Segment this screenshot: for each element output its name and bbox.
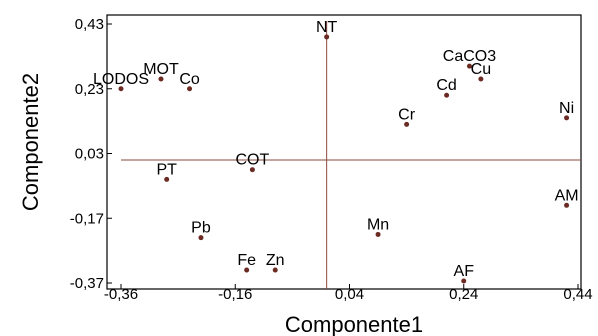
point-label: Ni xyxy=(559,100,574,117)
point-label: Mn xyxy=(367,216,389,233)
data-point: Cu xyxy=(471,61,491,82)
y-tick-label: 0,03 xyxy=(75,146,104,163)
data-point: AF xyxy=(454,263,475,284)
data-point: Co xyxy=(179,71,200,92)
point-label: CaCO3 xyxy=(443,48,496,65)
point-label: Fe xyxy=(237,252,256,269)
y-axis-title: Componente2 xyxy=(18,73,43,211)
point-marker xyxy=(118,86,124,92)
x-tick-label: -0,36 xyxy=(104,286,138,303)
point-label: PT xyxy=(156,161,177,178)
point-marker xyxy=(187,86,193,92)
point-label: AF xyxy=(454,263,475,280)
data-point: Cr xyxy=(398,106,416,127)
point-marker xyxy=(466,63,472,69)
data-point: Pb xyxy=(191,220,211,241)
point-marker xyxy=(158,76,164,82)
data-point: Cd xyxy=(436,77,457,98)
plot-area-frame xyxy=(106,14,582,290)
data-point: COT xyxy=(235,152,269,173)
point-marker xyxy=(444,92,450,98)
point-label: NT xyxy=(316,19,338,36)
x-axis-title: Componente1 xyxy=(285,312,423,336)
data-point: Fe xyxy=(237,252,256,273)
point-marker xyxy=(375,231,381,237)
data-point: LODOS xyxy=(93,71,149,92)
data-point: PT xyxy=(156,161,177,182)
data-point: CaCO3 xyxy=(443,48,496,69)
x-tick-label: 0,24 xyxy=(449,286,478,303)
point-label: Cr xyxy=(398,106,416,123)
data-point: MOT xyxy=(143,61,179,82)
y-tick-label: -0,17 xyxy=(70,210,104,227)
point-marker xyxy=(272,267,278,273)
point-label: Co xyxy=(179,71,200,88)
point-marker xyxy=(164,176,170,182)
point-label: Pb xyxy=(191,220,211,237)
point-label: Zn xyxy=(266,252,285,269)
point-marker xyxy=(564,202,570,208)
x-axis-ticks: -0,36 -0,16 0,04 0,24 0,44 xyxy=(104,284,593,303)
point-marker xyxy=(249,167,255,173)
point-marker xyxy=(564,115,570,121)
data-point: Mn xyxy=(367,216,389,237)
point-marker xyxy=(244,267,250,273)
y-tick-label: 0,43 xyxy=(75,16,104,33)
point-label: MOT xyxy=(143,61,179,78)
data-point: Zn xyxy=(266,252,285,273)
x-tick-label: 0,04 xyxy=(335,286,364,303)
reference-lines xyxy=(121,21,581,289)
point-label: AM xyxy=(555,187,579,204)
point-label: LODOS xyxy=(93,71,149,88)
y-tick-label: 0,23 xyxy=(75,81,104,98)
data-point: NT xyxy=(316,19,338,40)
y-tick-label: -0,37 xyxy=(70,275,104,292)
data-point: Ni xyxy=(559,100,574,121)
y-axis-ticks: 0,43 0,23 0,03 -0,17 -0,37 xyxy=(70,16,112,292)
data-point: AM xyxy=(555,187,579,208)
point-label: Cd xyxy=(436,77,456,94)
point-label: Cu xyxy=(471,61,491,78)
point-marker xyxy=(198,235,204,241)
point-marker xyxy=(461,278,467,284)
x-tick-label: 0,44 xyxy=(563,286,592,303)
point-label: COT xyxy=(235,152,269,169)
x-tick-label: -0,16 xyxy=(218,286,252,303)
point-marker xyxy=(404,121,410,127)
point-marker xyxy=(324,34,330,40)
point-marker xyxy=(478,76,484,82)
